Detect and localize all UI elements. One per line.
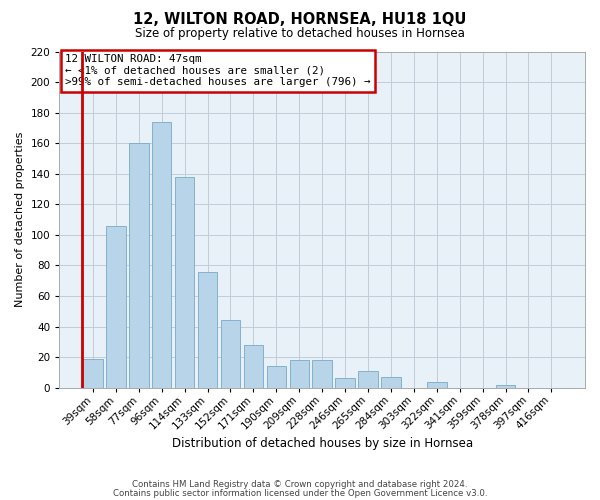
Bar — [106, 226, 125, 388]
Bar — [83, 358, 103, 388]
Text: 12 WILTON ROAD: 47sqm
← <1% of detached houses are smaller (2)
>99% of semi-deta: 12 WILTON ROAD: 47sqm ← <1% of detached … — [65, 54, 370, 88]
Bar — [427, 382, 446, 388]
Bar — [313, 360, 332, 388]
Bar — [381, 377, 401, 388]
Bar — [496, 384, 515, 388]
Bar — [244, 345, 263, 388]
Text: Contains HM Land Registry data © Crown copyright and database right 2024.: Contains HM Land Registry data © Crown c… — [132, 480, 468, 489]
Bar — [290, 360, 309, 388]
Bar — [152, 122, 172, 388]
Bar — [335, 378, 355, 388]
Text: Contains public sector information licensed under the Open Government Licence v3: Contains public sector information licen… — [113, 489, 487, 498]
Text: Size of property relative to detached houses in Hornsea: Size of property relative to detached ho… — [135, 28, 465, 40]
Y-axis label: Number of detached properties: Number of detached properties — [15, 132, 25, 308]
Bar — [266, 366, 286, 388]
Bar — [358, 371, 378, 388]
X-axis label: Distribution of detached houses by size in Hornsea: Distribution of detached houses by size … — [172, 437, 473, 450]
Bar — [198, 272, 217, 388]
Bar — [175, 177, 194, 388]
Bar — [221, 320, 240, 388]
Bar — [129, 143, 149, 388]
Text: 12, WILTON ROAD, HORNSEA, HU18 1QU: 12, WILTON ROAD, HORNSEA, HU18 1QU — [133, 12, 467, 28]
